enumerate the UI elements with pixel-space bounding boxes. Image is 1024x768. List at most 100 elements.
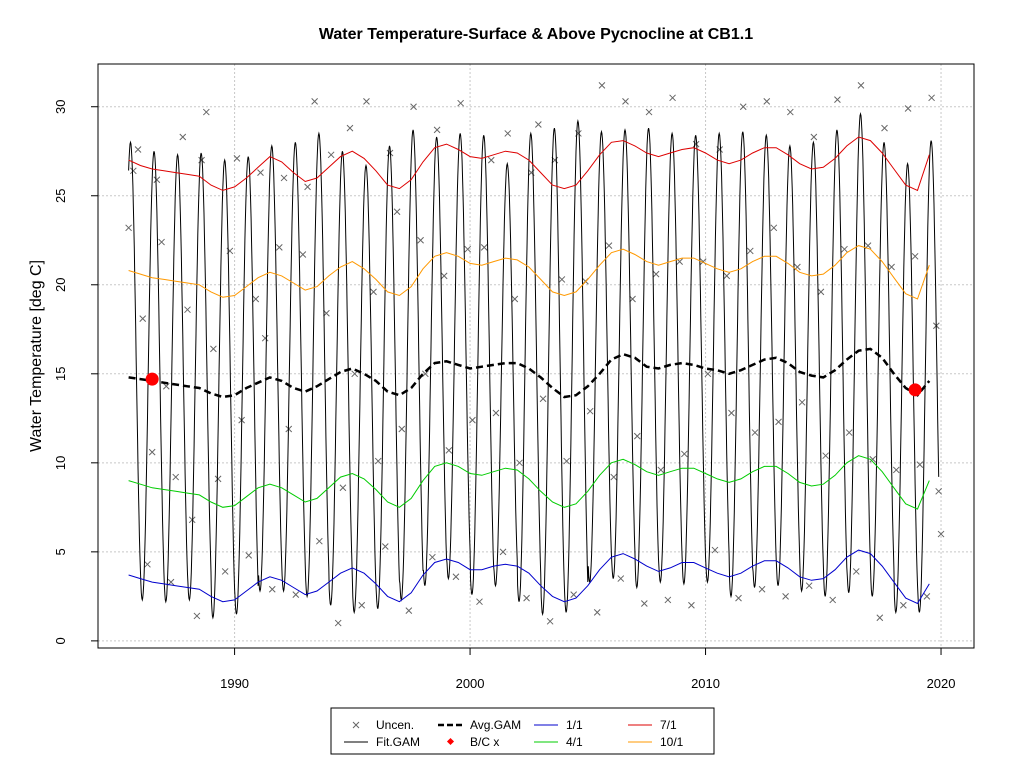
uncen-point <box>876 614 884 622</box>
uncen-point <box>805 582 813 590</box>
uncen-point <box>657 466 665 474</box>
y-tick-label: 15 <box>53 367 68 381</box>
uncen-point <box>445 447 453 454</box>
uncen-point <box>629 295 636 303</box>
uncen-point <box>935 487 943 495</box>
uncen-point <box>751 429 759 436</box>
y-tick-label: 5 <box>53 548 68 555</box>
series-line-1-1 <box>128 549 930 605</box>
uncen-point <box>937 530 945 538</box>
legend-label: 10/1 <box>660 735 684 749</box>
uncen-point <box>210 345 217 353</box>
uncen-point <box>469 416 476 424</box>
uncen-point <box>735 594 742 602</box>
uncen-point <box>304 183 311 191</box>
uncen-point <box>499 548 507 556</box>
avg-gam-line <box>128 347 931 399</box>
uncen-point <box>433 126 441 134</box>
uncen-point <box>452 573 460 581</box>
uncen-point <box>476 598 483 606</box>
uncen-point <box>810 133 818 141</box>
uncen-point <box>148 448 156 456</box>
uncen-point <box>464 245 472 253</box>
legend-label: Avg.GAM <box>470 718 521 732</box>
uncen-point <box>535 121 542 128</box>
x-tick-label: 2010 <box>691 676 720 691</box>
uncen-point <box>669 94 676 102</box>
uncen-point <box>162 382 170 390</box>
uncen-point <box>593 609 601 616</box>
uncen-point <box>393 208 401 216</box>
uncen-point <box>516 459 523 467</box>
uncen-point <box>405 607 413 614</box>
legend-label: 4/1 <box>566 735 583 749</box>
uncen-point <box>775 418 782 426</box>
legend-box <box>330 707 715 755</box>
uncen-point <box>339 484 347 492</box>
uncen-point <box>275 244 283 251</box>
uncen-point <box>758 585 766 593</box>
uncen-point <box>261 334 269 342</box>
uncen-point <box>723 272 731 280</box>
uncen-point <box>688 601 695 609</box>
uncen-point <box>480 244 488 251</box>
uncen-point <box>786 108 794 116</box>
uncen-point <box>410 103 417 111</box>
uncen-point <box>311 98 318 105</box>
uncen-point <box>370 288 377 296</box>
uncen-point <box>586 407 594 415</box>
uncen-point <box>782 593 789 600</box>
uncen-point <box>221 568 229 575</box>
x-tick-label: 2000 <box>456 676 485 691</box>
uncen-point <box>911 252 919 260</box>
x-tick-label: 2020 <box>927 676 956 691</box>
uncen-point <box>681 450 688 458</box>
uncen-point <box>822 452 829 460</box>
legend-label: Fit.GAM <box>376 735 420 749</box>
uncen-point <box>158 238 165 246</box>
chart-title: Water Temperature-Surface & Above Pycnoc… <box>319 26 753 43</box>
uncen-point <box>664 596 672 604</box>
legend-label: 1/1 <box>566 718 583 732</box>
uncen-point <box>202 108 210 116</box>
uncen-point <box>845 429 853 436</box>
uncen-point <box>704 370 712 378</box>
uncen-point <box>928 94 935 102</box>
legend-label: 7/1 <box>660 718 677 732</box>
uncen-point <box>610 473 618 481</box>
uncen-point <box>492 409 500 417</box>
uncen-point <box>129 167 137 175</box>
uncen-point <box>539 395 547 403</box>
uncen-point <box>645 108 653 116</box>
uncen-point <box>739 103 747 111</box>
uncen-point <box>172 473 180 481</box>
uncen-point <box>179 133 187 141</box>
uncen-point <box>770 224 778 232</box>
uncen-point <box>268 585 276 593</box>
uncen-point <box>125 224 132 232</box>
uncen-point <box>888 263 895 271</box>
uncen-point <box>605 242 613 249</box>
uncen-point <box>381 543 389 550</box>
uncen-point <box>763 98 771 105</box>
uncen-point <box>617 575 625 582</box>
uncen-point <box>640 600 648 607</box>
uncen-point <box>299 251 307 258</box>
uncen-point <box>167 578 175 586</box>
x-tick-label: 1990 <box>220 676 249 691</box>
grid-lines <box>98 64 974 648</box>
uncen-point <box>153 176 161 184</box>
uncen-point <box>652 270 660 278</box>
y-tick-label: 10 <box>53 456 68 470</box>
y-axis-label: Water Temperature [deg C] <box>28 260 45 452</box>
uncen-point <box>852 568 860 575</box>
uncen-point <box>440 272 448 280</box>
uncen-point <box>327 151 335 159</box>
uncen-point <box>881 124 888 132</box>
uncen-point <box>598 82 606 89</box>
uncen-point <box>728 409 735 417</box>
uncen-point <box>711 546 719 554</box>
uncen-point <box>817 288 825 296</box>
uncen-point <box>139 315 147 322</box>
